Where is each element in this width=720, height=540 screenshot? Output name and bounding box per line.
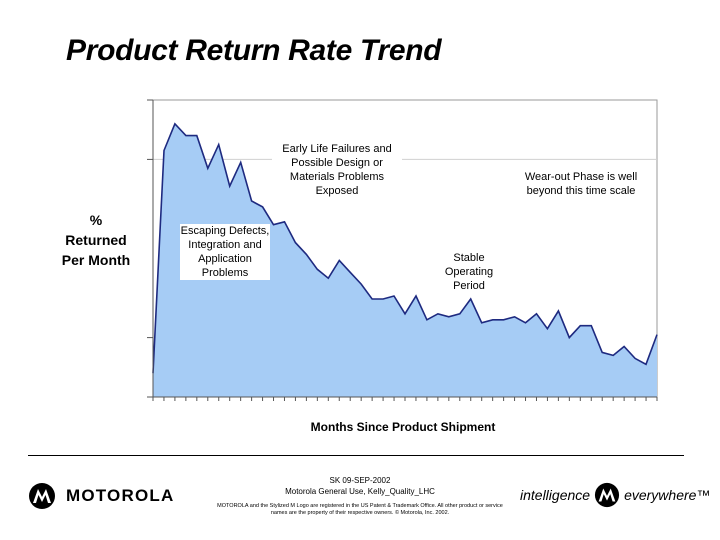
footer-legal: MOTOROLA and the Stylized M Logo are reg… — [217, 503, 503, 516]
tagline-intelligence: intelligence — [520, 487, 591, 503]
y-axis-label: % Returned Per Month — [61, 212, 131, 268]
motorola-m-icon — [29, 483, 55, 509]
footer-divider — [28, 455, 684, 456]
return-rate-area — [153, 123, 657, 398]
annotation-escaping-defects: Escaping Defects, Integration and Applic… — [180, 224, 270, 280]
motorola-wordmark: MOTOROLA — [66, 486, 175, 505]
x-axis-label: Months Since Product Shipment — [310, 420, 496, 434]
motorola-logo: MOTOROLA — [28, 482, 174, 510]
slide-title: Product Return Rate Trend — [66, 34, 442, 67]
footer-classification: Motorola General Use, Kelly_Quality_LHC — [285, 487, 435, 496]
tagline-everywhere: everywhere™ — [624, 487, 711, 503]
annotation-stable-period: Stable Operating Period — [444, 252, 494, 292]
intelligence-everywhere-logo: intelligence everywhere™ — [520, 482, 710, 508]
return-rate-line — [152, 122, 658, 374]
annotation-early-life-failures: Early Life Failures and Possible Design … — [272, 142, 402, 198]
footer-date: SK 09-SEP-2002 — [329, 476, 391, 485]
annotation-wear-out: Wear-out Phase is well beyond this time … — [524, 171, 638, 197]
motorola-m-icon-small — [594, 482, 620, 508]
footer-info: SK 09-SEP-2002 Motorola General Use, Kel… — [210, 475, 510, 497]
